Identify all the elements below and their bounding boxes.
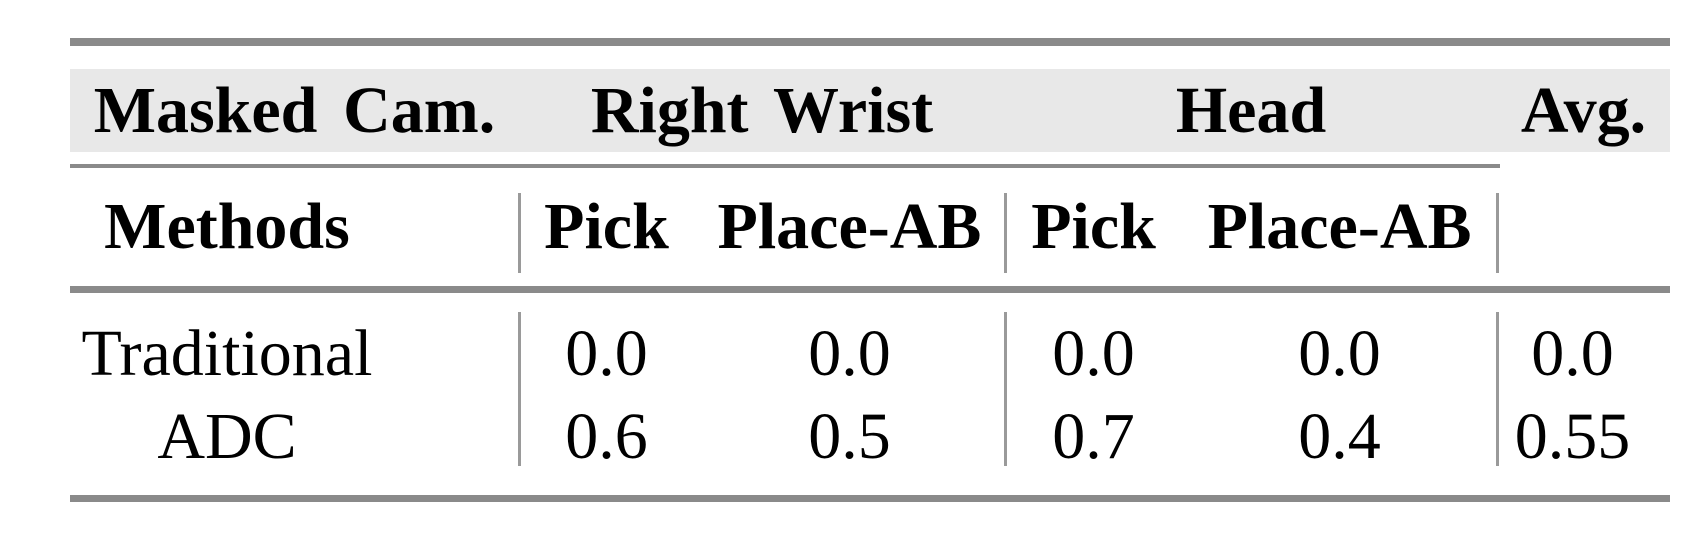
cell-value-rw-pick: 0.6 <box>565 400 648 473</box>
cell-value-rw-place-ab: 0.5 <box>808 400 891 473</box>
table-row-adc: ADC 0.6 0.5 0.7 0.4 0.55 <box>70 395 1670 479</box>
table-bottom-rule <box>70 495 1670 502</box>
header-sub-row: Methods Pick Place-AB Pick Place-AB <box>70 168 1670 286</box>
results-table: Masked Cam. Right Wrist Head Avg. Method… <box>70 0 1670 536</box>
cell-value-rw-pick: 0.0 <box>565 316 648 390</box>
cell-value-head-pick: 0.0 <box>1052 316 1135 390</box>
cell-value-head-place-ab: 0.0 <box>1298 316 1381 390</box>
column-divider <box>1004 312 1007 466</box>
header-group-head: Pick Place-AB <box>1005 168 1497 286</box>
header-cell-methods: Methods <box>104 190 350 263</box>
header-group-right-wrist: Pick Place-AB <box>519 168 1005 286</box>
method-label: ADC <box>157 400 297 473</box>
header-cell-right-wrist: Right Wrist <box>590 73 934 147</box>
header-separator-rule <box>70 164 1500 168</box>
header-cell-head-pick: Pick <box>1031 190 1156 263</box>
column-divider <box>518 312 521 466</box>
header-cell-head: Head <box>1175 73 1327 147</box>
header-cell-rw-pick: Pick <box>544 190 669 263</box>
head-values: 0.7 0.4 <box>1005 395 1497 479</box>
cell-value-rw-place-ab: 0.0 <box>808 316 891 390</box>
method-label: Traditional <box>81 316 373 390</box>
cell-value-avg: 0.55 <box>1514 400 1631 473</box>
column-divider <box>518 193 521 273</box>
header-cell-masked-cam: Masked Cam. <box>93 73 496 147</box>
header-cell-head-place-ab: Place-AB <box>1207 190 1472 263</box>
table-mid-rule <box>70 286 1670 293</box>
header-cell-avg: Avg. <box>1520 73 1647 147</box>
cell-value-avg: 0.0 <box>1531 316 1614 390</box>
head-values: 0.0 0.0 <box>1005 312 1497 395</box>
table-row-traditional: Traditional 0.0 0.0 0.0 0.0 0.0 <box>70 312 1670 395</box>
column-divider <box>1004 193 1007 273</box>
header-group-row: Masked Cam. Right Wrist Head Avg. <box>70 69 1670 152</box>
header-cell-avg-spacer <box>1497 168 1670 286</box>
cell-value-head-pick: 0.7 <box>1052 400 1135 473</box>
cell-value-head-place-ab: 0.4 <box>1298 400 1381 473</box>
header-cell-rw-place-ab: Place-AB <box>717 190 982 263</box>
column-divider <box>1496 312 1499 466</box>
right-wrist-values: 0.6 0.5 <box>519 395 1005 479</box>
column-divider <box>1496 193 1499 273</box>
table-top-rule <box>70 38 1670 46</box>
right-wrist-values: 0.0 0.0 <box>519 312 1005 395</box>
